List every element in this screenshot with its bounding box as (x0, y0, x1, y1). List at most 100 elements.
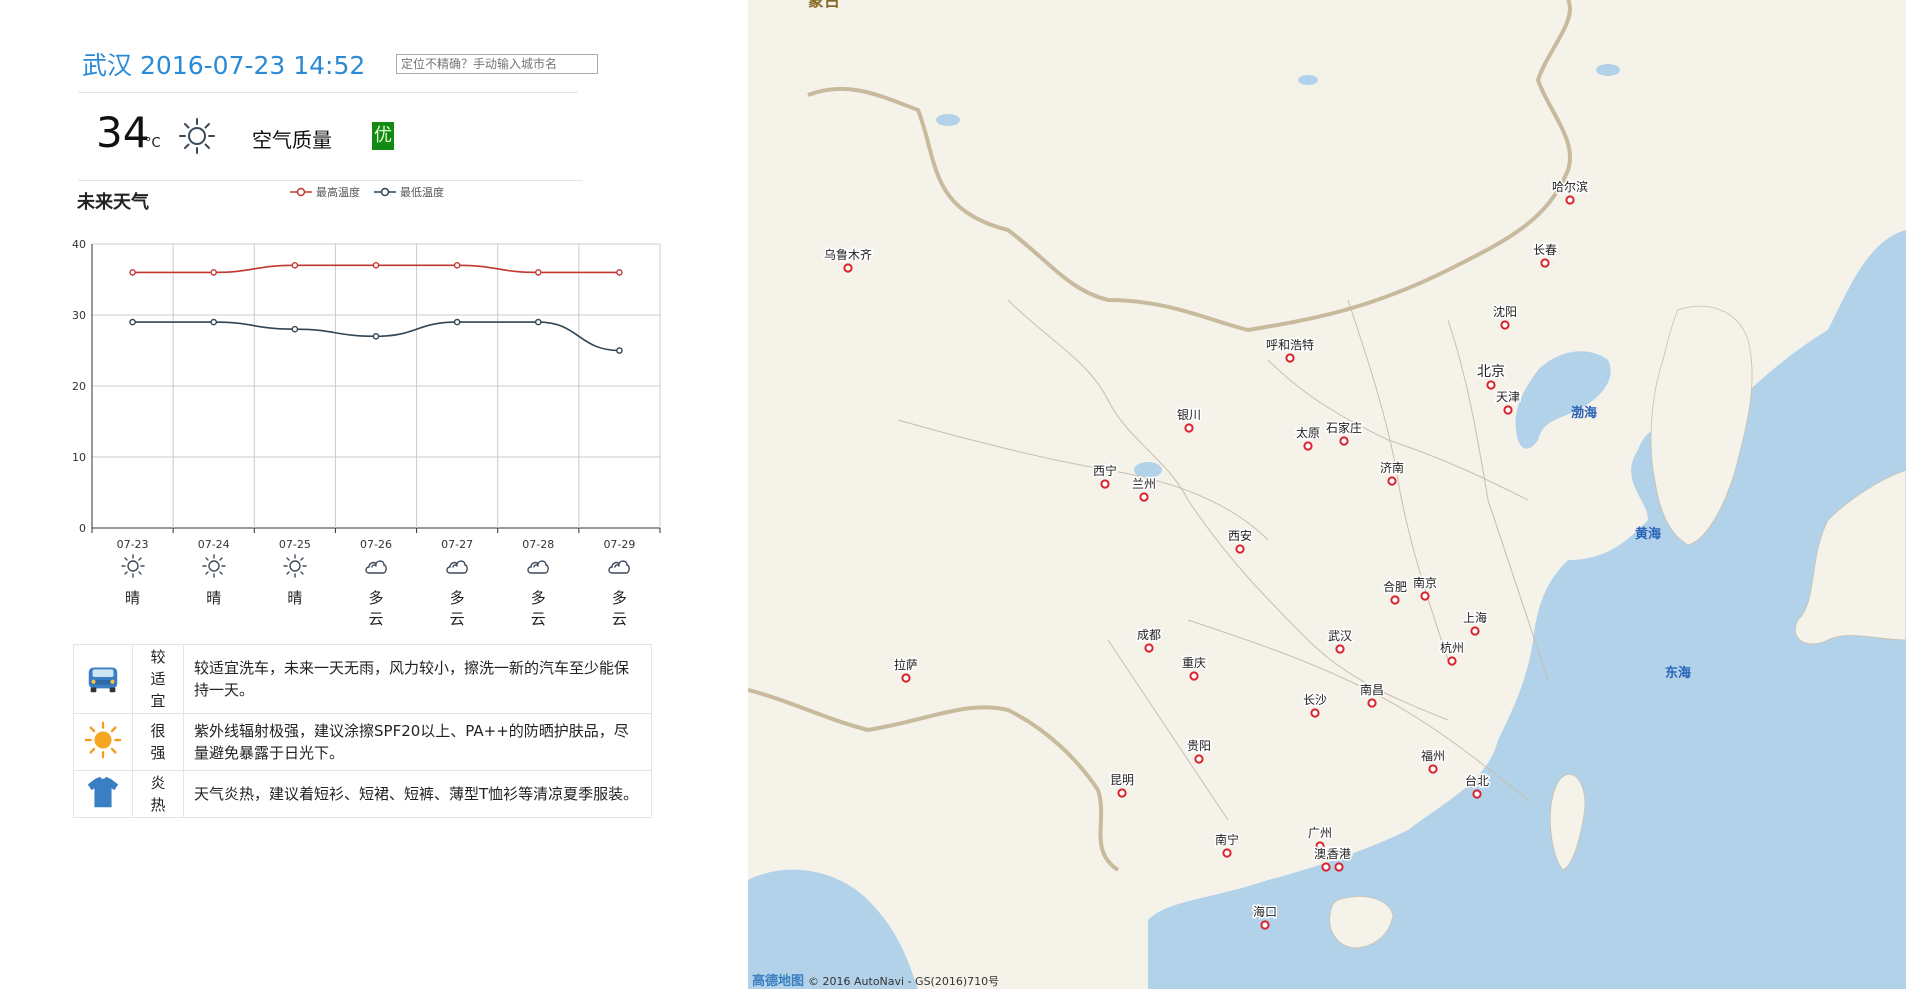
city-marker[interactable] (1260, 920, 1270, 930)
low-temp-point[interactable] (616, 347, 623, 354)
city-marker[interactable] (1540, 258, 1550, 268)
city-label: 昆明 (1110, 773, 1134, 787)
city-marker[interactable] (1486, 380, 1496, 390)
city-label: 济南 (1380, 460, 1404, 475)
life-index-level: 炎热 (132, 770, 184, 818)
city-marker[interactable] (1321, 862, 1331, 872)
city-marker[interactable] (1339, 436, 1349, 446)
forecast-day: 多云 (427, 554, 487, 630)
city-marker[interactable] (1139, 492, 1149, 502)
life-index-icon-cell (73, 713, 133, 771)
x-tick-label: 07-25 (279, 538, 311, 550)
low-temp-point[interactable] (291, 325, 299, 333)
city-marker[interactable] (1222, 848, 1232, 858)
high-temp-point[interactable] (210, 269, 218, 276)
city-marker[interactable] (1565, 195, 1575, 205)
y-tick-label: 30 (72, 309, 86, 322)
city-marker[interactable] (1367, 698, 1377, 708)
lake (936, 114, 960, 126)
legend-high[interactable]: 最高温度 (290, 184, 360, 200)
air-quality-label: 空气质量 (252, 128, 332, 152)
lake (1134, 462, 1162, 478)
life-index-level: 很强 (132, 713, 184, 771)
high-temp-point[interactable] (453, 262, 461, 269)
low-temp-point[interactable] (372, 333, 380, 340)
city-marker[interactable] (1334, 862, 1344, 872)
divider (78, 92, 578, 93)
city-marker[interactable] (1335, 644, 1345, 654)
city-marker[interactable] (1420, 591, 1430, 601)
map-credit-text: © 2016 AutoNavi - GS(2016)710号 (808, 975, 1000, 988)
city-label: 北京 (1477, 364, 1505, 380)
city-marker[interactable] (1184, 423, 1194, 433)
low-temp-point[interactable] (129, 318, 136, 326)
city-label: 拉萨 (894, 657, 918, 672)
y-tick-label: 20 (72, 380, 86, 393)
city-marker[interactable] (1117, 788, 1127, 798)
city-search-input[interactable] (396, 54, 598, 74)
high-temp-point[interactable] (129, 269, 136, 276)
forecast-weather-text: 多云 (530, 589, 546, 628)
current-temp: 34 (96, 108, 150, 157)
sea-label: 东海 (1665, 665, 1691, 681)
city-marker[interactable] (1428, 764, 1438, 774)
life-index-row: 很强紫外线辐射极强，建议涂擦SPF20以上、PA++的防晒护肤品，尽量避免暴露于… (73, 713, 652, 771)
temperature-chart: 0 10 20 30 40 07-23 07-24 07-25 07-26 07-27 07-28 0… (72, 238, 661, 550)
sun-icon (84, 721, 122, 759)
city-marker[interactable] (1144, 643, 1154, 653)
city-marker[interactable] (1100, 479, 1110, 489)
national-border (807, 0, 1572, 333)
city-marker[interactable] (1303, 441, 1313, 451)
city-marker[interactable] (1315, 841, 1325, 851)
city-marker[interactable] (1285, 353, 1295, 363)
city-marker[interactable] (1189, 671, 1199, 681)
city-marker[interactable] (1503, 405, 1513, 415)
forecast-day: 多云 (589, 554, 649, 630)
forecast-weather-text: 多云 (449, 589, 465, 628)
x-tick-label: 07-28 (522, 538, 554, 550)
life-index-row: 炎热天气炎热，建议着短衫、短裙、短裤、薄型T恤衫等清凉夏季服装。 (73, 770, 652, 818)
high-temp-point[interactable] (616, 269, 623, 276)
city-marker[interactable] (901, 673, 911, 683)
forecast-weather-text: 多云 (368, 589, 384, 628)
city-marker[interactable] (1390, 595, 1400, 605)
map-logo[interactable]: 高德地图 (752, 974, 805, 989)
x-tick-label: 07-23 (117, 538, 149, 550)
city-marker[interactable] (1472, 789, 1482, 799)
low-temp-point[interactable] (534, 318, 542, 326)
city-marker[interactable] (843, 263, 853, 273)
city-marker[interactable] (1447, 656, 1457, 666)
lake (1298, 75, 1318, 85)
legend-low[interactable]: 最低温度 (374, 184, 444, 200)
city-marker[interactable] (1387, 476, 1397, 486)
city-label: 广州 (1308, 826, 1332, 840)
life-index-table: 较适宜较适宜洗车，未来一天无雨，风力较小，擦洗一新的汽车至少能保持一天。很强紫外… (73, 644, 652, 818)
high-temp-point[interactable] (291, 262, 299, 269)
city-marker[interactable] (1310, 708, 1320, 718)
city-label: 贵阳 (1187, 739, 1211, 753)
sun-icon (202, 554, 226, 578)
bohai-sea (1515, 351, 1611, 449)
low-temp-point[interactable] (453, 318, 461, 326)
city-marker[interactable] (1500, 320, 1510, 330)
city-label: 乌鲁木齐 (824, 247, 872, 262)
city-marker[interactable] (1194, 754, 1204, 764)
legend-low-label: 最低温度 (400, 186, 444, 199)
forecast-day: 晴 (184, 554, 244, 609)
temp-unit: °C (145, 136, 161, 151)
high-temp-point[interactable] (534, 269, 542, 276)
city-marker[interactable] (1235, 544, 1245, 554)
city-label: 沈阳 (1493, 304, 1517, 319)
map[interactable]: 哈尔滨 长春 乌鲁木齐 沈阳 呼和浩特 北京 天津 银川 太原 石家庄 西宁 兰州 济南 西安 合肥 南京 上海… (748, 0, 1906, 989)
city-label: 合肥 (1383, 579, 1407, 594)
city-label: 太原 (1296, 425, 1320, 440)
y-tick-label: 40 (72, 238, 86, 251)
city-label: 银川 (1177, 408, 1201, 422)
lake (1596, 64, 1620, 76)
high-temp-point[interactable] (372, 262, 380, 269)
city-marker[interactable] (1470, 626, 1480, 636)
header: 武汉 2016-07-23 14:52 (82, 46, 373, 82)
low-temp-point[interactable] (210, 318, 218, 326)
